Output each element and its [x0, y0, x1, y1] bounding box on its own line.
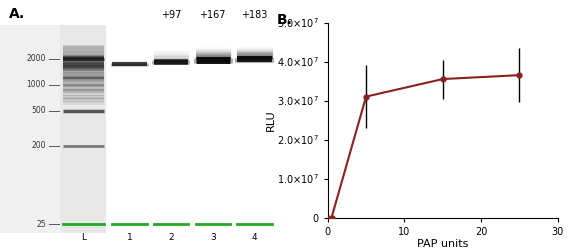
Text: 2000: 2000	[26, 54, 46, 63]
Text: 3: 3	[210, 234, 216, 242]
Text: 200: 200	[32, 141, 46, 150]
Text: 4: 4	[252, 234, 257, 242]
Text: B.: B.	[277, 13, 293, 27]
Text: +183: +183	[242, 10, 267, 20]
Text: A.: A.	[9, 8, 25, 22]
X-axis label: PAP units: PAP units	[417, 239, 469, 249]
Bar	[0, 25, 60, 233]
Text: +97: +97	[161, 10, 181, 20]
Bar	[60, 25, 288, 233]
Text: 25: 25	[36, 220, 46, 228]
Text: L: L	[81, 234, 86, 242]
Text: 1: 1	[126, 234, 132, 242]
Y-axis label: RLU: RLU	[266, 109, 275, 131]
Text: 2: 2	[168, 234, 174, 242]
Bar	[60, 25, 106, 233]
Text: 500: 500	[32, 106, 46, 116]
Text: 1000: 1000	[26, 80, 46, 89]
Text: +167: +167	[200, 10, 226, 20]
